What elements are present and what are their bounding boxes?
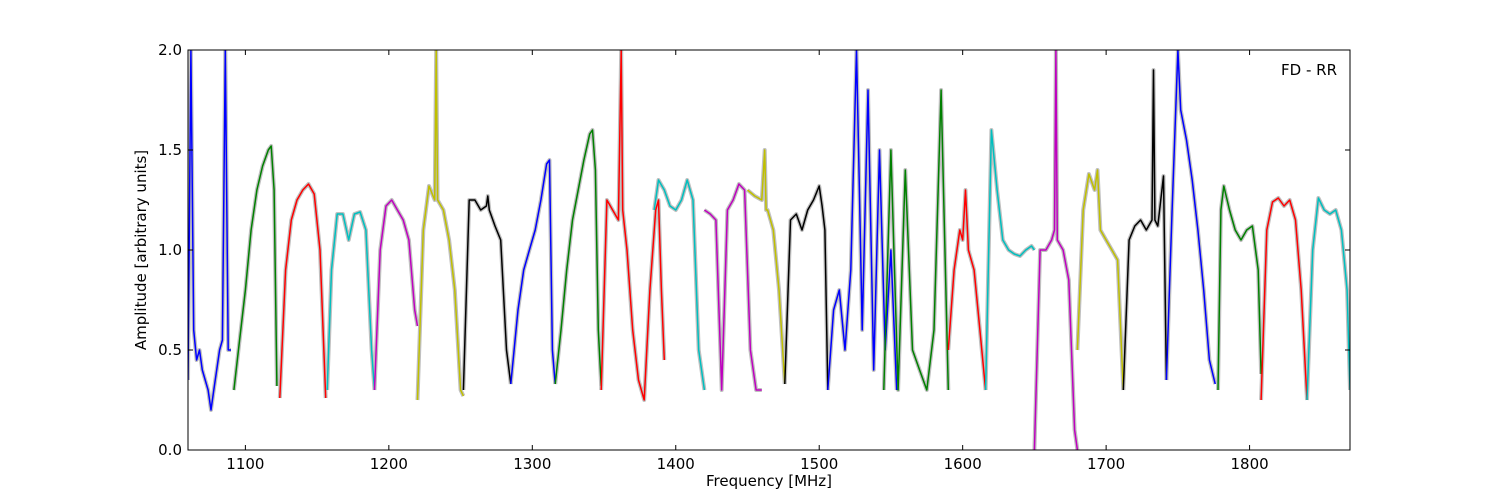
series-line-11 [703,183,762,391]
series-line-1 [233,145,278,391]
y-tick-label: 0.0 [158,441,182,459]
series-layer [188,50,1350,450]
background-trace-23 [1259,196,1309,401]
x-tick-label: 1800 [1230,455,1268,473]
series-line-8 [554,129,602,387]
x-tick-label: 1700 [1087,455,1125,473]
background-trace-1 [231,144,279,391]
series-line-18 [1033,50,1079,450]
x-axis-ticks: 1100 1200 1300 1400 1500 1600 1700 1800 [226,50,1269,473]
series-line-4 [373,199,419,391]
y-tick-label: 1.0 [158,241,182,259]
x-tick-label: 1200 [370,455,408,473]
background-trace-4 [372,198,420,391]
background-trace-20 [1121,68,1169,391]
y-tick-label: 0.5 [158,341,182,359]
plot-area [188,50,1350,450]
y-tick-label: 1.5 [158,141,182,159]
x-axis-label: Frequency [MHz] [706,472,832,490]
series-line-3 [326,211,376,391]
series-line-14 [827,50,898,391]
chart-annotation: FD - RR [1281,61,1337,79]
series-line-12 [747,149,786,385]
series-line-16 [947,189,987,391]
x-tick-label: 1100 [226,455,264,473]
background-trace-8 [553,128,604,387]
series-line-21 [1165,50,1216,385]
series-line-5 [416,50,465,401]
series-line-19 [1076,169,1125,391]
series-line-23 [1260,197,1308,401]
x-tick-label: 1600 [944,455,982,473]
y-axis-label: Amplitude [arbitrary units] [132,150,150,350]
series-line-20 [1122,69,1168,391]
x-tick-label: 1400 [657,455,695,473]
series-line-13 [784,185,829,391]
background-trace-24 [1305,196,1350,401]
y-tick-label: 2.0 [158,41,182,59]
series-line-0 [188,50,231,411]
series-line-9 [600,50,666,401]
series-line-24 [1306,197,1350,401]
series-line-22 [1217,185,1262,391]
background-trace-22 [1216,184,1264,391]
background-trace-17 [983,128,1037,391]
y-axis-ticks: 0.0 0.5 1.0 1.5 2.0 [158,41,1350,459]
series-line-6 [462,195,512,391]
x-tick-label: 1500 [800,455,838,473]
background-trace-7 [508,158,558,385]
series-line-17 [984,129,1036,391]
background-trace-11 [703,182,762,392]
series-line-7 [510,159,556,385]
background-trace-2 [277,182,328,399]
series-line-2 [279,183,327,399]
x-tick-label: 1300 [513,455,551,473]
series-line-15 [883,89,950,391]
series-line-10 [653,179,706,391]
